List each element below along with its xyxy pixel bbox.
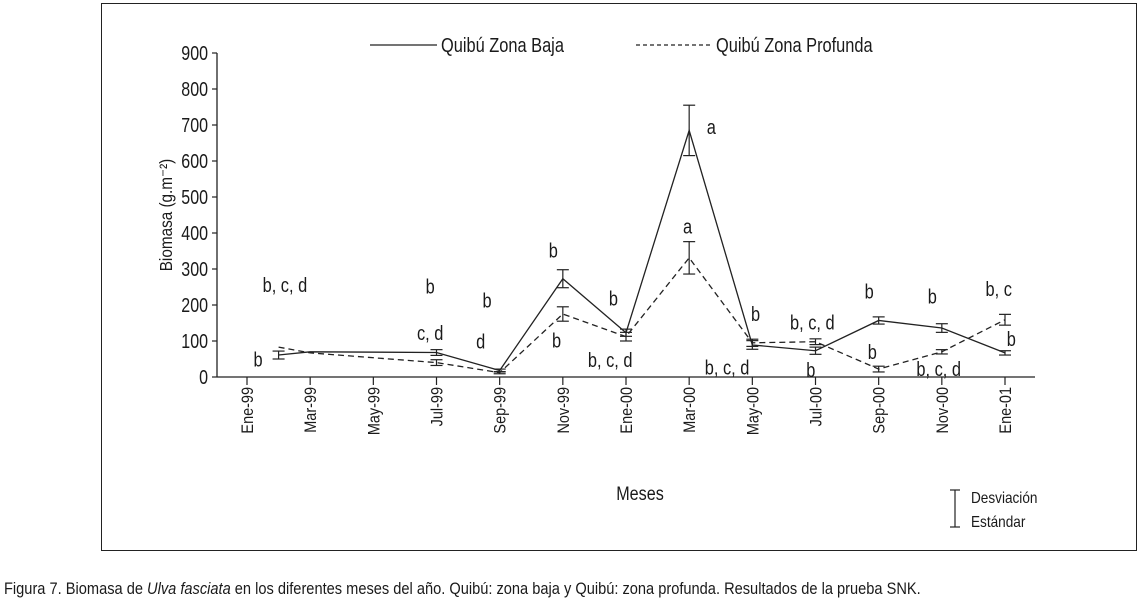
x-tick-label: Jul-00 (807, 387, 825, 427)
significance-label: b (426, 275, 435, 298)
significance-label: b (865, 280, 874, 303)
x-tick-label: Ene-01 (997, 387, 1015, 434)
x-tick-label: Mar-00 (681, 387, 699, 433)
significance-label: b (549, 239, 558, 262)
significance-label: b, c, d (588, 348, 633, 371)
significance-label: b (552, 329, 561, 352)
x-tick-label: Ene-00 (618, 387, 636, 434)
y-tick-label: 900 (181, 42, 208, 64)
significance-label: a (707, 115, 717, 138)
significance-label: b (253, 348, 262, 371)
caption-species: Ulva fasciata (147, 579, 231, 598)
x-axis-label: Meses (616, 483, 664, 505)
significance-label: b, c, d (705, 356, 750, 379)
legend-label-profunda: Quibú Zona Profunda (716, 33, 873, 56)
significance-label: a (683, 215, 693, 238)
series-line-profunda (278, 256, 1006, 374)
significance-label: c, d (417, 321, 443, 344)
error-legend-label: Estándar (971, 514, 1025, 531)
x-tick-label: Mar-99 (302, 387, 320, 433)
y-tick-label: 700 (181, 114, 208, 136)
significance-label: d (476, 330, 485, 353)
significance-label: b (482, 289, 491, 312)
series-line-baja (278, 128, 1006, 372)
legend-label-baja: Quibú Zona Baja (441, 33, 565, 56)
x-tick-label: Nov-99 (555, 387, 573, 434)
significance-label: b (751, 302, 760, 325)
significance-label: b, c, d (263, 274, 308, 297)
significance-label: b (868, 340, 877, 363)
caption-prefix: Figura 7. Biomasa de (4, 579, 148, 598)
x-tick-label: Sep-99 (492, 387, 510, 434)
error-legend-label: Desviación (971, 490, 1037, 507)
x-tick-label: Sep-00 (871, 387, 889, 434)
x-tick-label: Ene-99 (239, 387, 257, 434)
y-tick-label: 100 (181, 330, 208, 352)
x-tick-label: Jul-99 (428, 387, 446, 427)
significance-label: b, c, d (916, 357, 961, 380)
caption-suffix: en los diferentes meses del año. Quibú: … (230, 579, 921, 598)
figure-caption: Figura 7. Biomasa de Ulva fasciata en lo… (4, 579, 921, 599)
y-tick-label: 600 (181, 150, 208, 172)
y-tick-label: 0 (199, 366, 208, 388)
significance-label: b (806, 358, 815, 381)
significance-label: b (609, 287, 618, 310)
significance-label: b (1007, 328, 1016, 351)
significance-label: b, c, d (790, 311, 835, 334)
y-tick-label: 800 (181, 78, 208, 100)
y-axis-label: Biomasa (g.m⁻²) (156, 159, 176, 272)
significance-label: b, c (985, 278, 1011, 301)
x-tick-label: May-99 (365, 387, 383, 435)
y-tick-label: 400 (181, 222, 208, 244)
y-tick-label: 300 (181, 258, 208, 280)
x-tick-label: May-00 (744, 387, 762, 435)
x-tick-label: Nov-00 (934, 387, 952, 434)
chart-frame (101, 3, 1137, 551)
y-tick-label: 200 (181, 294, 208, 316)
y-tick-label: 500 (181, 186, 208, 208)
significance-label: b (928, 285, 937, 308)
